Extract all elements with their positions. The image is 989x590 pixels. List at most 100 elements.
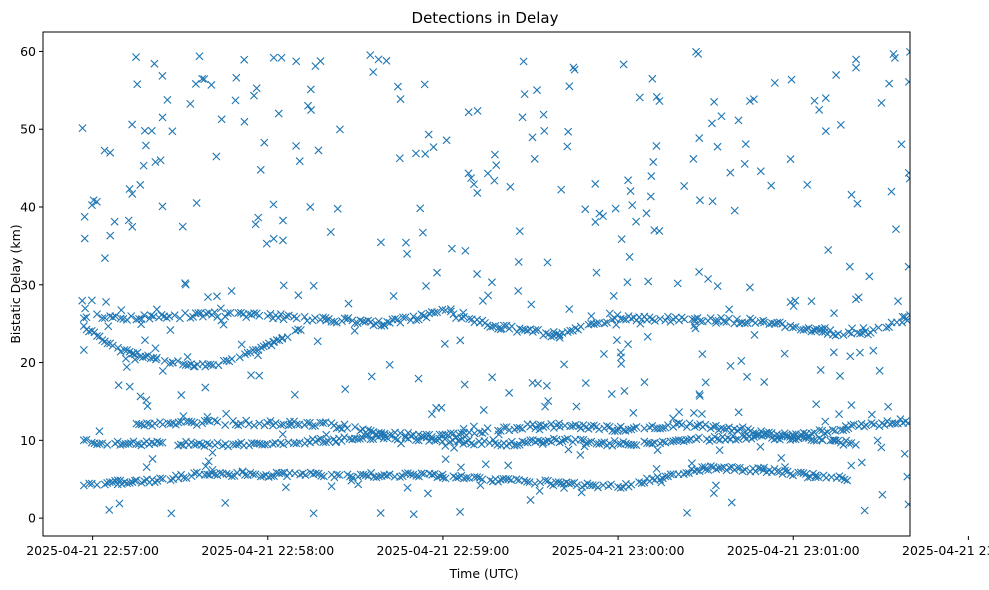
data-point-clutter <box>183 352 192 361</box>
data-point-clutter <box>147 126 156 135</box>
data-point-clutter <box>642 209 651 218</box>
data-point-clutter <box>743 372 752 381</box>
data-point-track-10km <box>847 438 856 447</box>
data-point-track-25km <box>292 314 301 323</box>
data-point-track-arc <box>241 350 249 359</box>
data-point-clutter <box>653 446 662 455</box>
data-point-clutter <box>527 300 536 309</box>
data-point-clutter <box>178 222 187 231</box>
data-point-clutter <box>326 228 335 237</box>
data-point-clutter <box>565 82 574 91</box>
data-point-track-10km <box>513 441 522 450</box>
data-point-track-10km <box>579 435 588 444</box>
data-point-track-10km <box>831 436 840 445</box>
data-point-clutter <box>734 116 743 125</box>
data-point-track-12km <box>158 420 167 429</box>
data-point-track-arc <box>103 339 112 348</box>
data-point-track-12km <box>187 417 196 426</box>
data-point-clutter <box>203 412 212 421</box>
data-point-track-arc <box>165 359 174 368</box>
data-point-clutter <box>904 168 910 177</box>
data-point-track-low <box>412 471 421 480</box>
y-tick-label: 0 <box>28 511 36 526</box>
data-point-clutter <box>186 99 195 108</box>
data-point-track-25km <box>401 313 410 322</box>
data-point-clutter <box>79 346 88 355</box>
data-point-clutter <box>366 51 375 60</box>
data-point-track-25km <box>711 316 720 325</box>
data-point-track-25km <box>383 317 392 326</box>
data-point-clutter <box>612 320 621 329</box>
x-tick-label: 2025-04-21 22:58:00 <box>201 543 334 558</box>
data-point-clutter <box>624 176 633 185</box>
y-axis-ticks: 0 10 20 30 40 50 60 <box>20 44 43 526</box>
data-point-track-25km <box>380 321 389 330</box>
data-point-clutter <box>128 120 137 129</box>
data-point-track-25km <box>369 321 378 330</box>
data-point-clutter <box>117 306 126 315</box>
data-point-clutter <box>695 391 704 400</box>
data-point-track-low <box>332 470 341 479</box>
data-point-track-12km <box>627 425 636 434</box>
data-point-clutter <box>587 312 596 321</box>
data-point-track-10km <box>539 438 548 447</box>
data-point-clutter <box>125 185 134 194</box>
data-point-track-25km <box>391 314 400 323</box>
data-point-clutter <box>279 216 287 225</box>
data-point-clutter <box>887 187 896 196</box>
data-point-clutter <box>420 80 429 89</box>
data-point-clutter <box>829 348 838 357</box>
data-point-clutter <box>121 354 130 363</box>
data-point-clutter <box>104 322 113 331</box>
data-point-track-low <box>208 469 217 478</box>
data-point-track-10km <box>361 431 370 440</box>
data-point-track-low <box>335 471 344 480</box>
data-point-clutter <box>416 204 425 213</box>
data-point-clutter <box>635 93 644 102</box>
data-point-clutter <box>713 282 722 291</box>
data-point-track-low <box>248 470 257 479</box>
data-point-track-25km <box>906 311 910 320</box>
data-point-track-25km <box>385 318 394 327</box>
data-point-clutter <box>847 461 856 470</box>
data-point-track-10km <box>366 435 375 444</box>
data-point-clutter <box>621 426 630 435</box>
data-point-clutter <box>292 57 301 66</box>
data-point-track-10km <box>713 434 722 443</box>
data-point-track-low <box>406 470 415 479</box>
data-point-track-10km <box>356 434 365 443</box>
data-point-clutter <box>142 396 151 405</box>
data-point-clutter <box>290 390 299 399</box>
data-point-clutter <box>141 336 149 345</box>
data-point-clutter <box>884 402 893 411</box>
data-point-clutter <box>865 272 874 281</box>
data-point-track-low <box>403 469 412 478</box>
data-point-track-10km <box>383 433 392 442</box>
data-point-track-10km <box>231 440 240 449</box>
data-point-track-low <box>79 481 88 490</box>
data-point-track-low <box>438 473 447 482</box>
data-point-track-low <box>256 472 265 481</box>
data-point-clutter <box>504 461 513 470</box>
data-point-track-10km <box>401 433 410 442</box>
x-tick-label: 2025-04-21 23:00:00 <box>552 543 685 558</box>
data-point-clutter <box>617 353 626 362</box>
data-point-clutter <box>181 279 190 288</box>
data-point-clutter <box>575 422 584 431</box>
data-point-clutter <box>150 59 159 68</box>
data-point-track-12km <box>632 423 641 432</box>
data-point-clutter <box>294 291 303 300</box>
data-point-track-25km <box>465 314 474 323</box>
data-point-track-arc <box>160 356 169 365</box>
data-point-clutter <box>904 500 910 509</box>
data-point-track-12km <box>807 429 816 438</box>
data-point-track-10km <box>79 436 88 445</box>
data-point-clutter <box>652 141 661 150</box>
data-point-clutter <box>810 96 819 105</box>
data-point-track-low <box>523 477 531 486</box>
data-point-track-12km <box>343 424 352 433</box>
data-point-track-12km <box>815 426 824 435</box>
x-axis-ticks: 2025-04-21 22:57:00 2025-04-21 22:58:00 20… <box>26 536 989 558</box>
data-point-track-10km <box>82 435 91 444</box>
data-point-track-10km <box>321 438 330 447</box>
